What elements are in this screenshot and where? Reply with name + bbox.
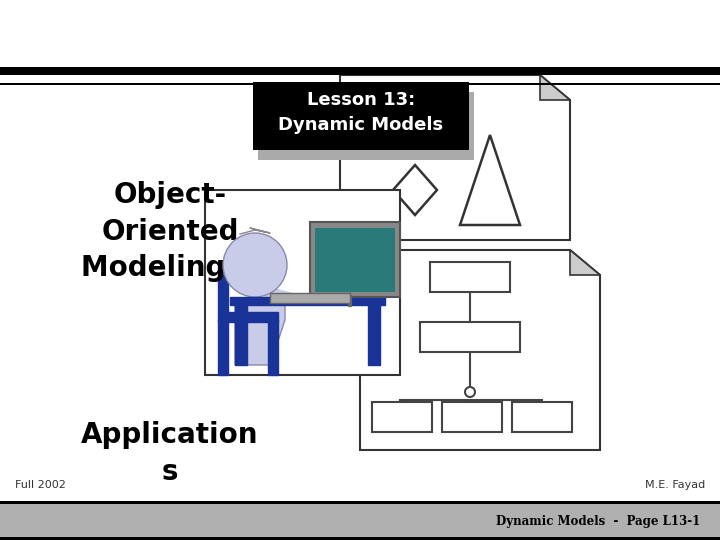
FancyBboxPatch shape <box>258 92 474 160</box>
Bar <box>0 83 720 85</box>
Bar <box>218 312 278 322</box>
Polygon shape <box>393 165 437 215</box>
Polygon shape <box>460 135 520 225</box>
Text: Dynamic Models  -  Page L13-1: Dynamic Models - Page L13-1 <box>496 516 700 529</box>
Bar <box>0 501 720 504</box>
Polygon shape <box>235 300 285 365</box>
Bar <box>268 320 278 375</box>
Text: Dynamic Models: Dynamic Models <box>279 116 444 134</box>
Bar <box>442 402 502 432</box>
Bar <box>205 190 400 375</box>
Bar <box>310 222 400 297</box>
Polygon shape <box>340 75 570 240</box>
Circle shape <box>387 97 443 153</box>
Text: M.E. Fayad: M.E. Fayad <box>644 480 705 490</box>
Text: Application: Application <box>81 421 258 449</box>
Polygon shape <box>360 250 600 450</box>
Bar <box>420 322 520 352</box>
Text: Full 2002: Full 2002 <box>15 480 66 490</box>
Bar <box>315 228 395 292</box>
Bar <box>0 502 720 540</box>
Bar <box>218 320 228 375</box>
Bar <box>235 305 247 365</box>
Text: Lesson 13:: Lesson 13: <box>307 91 415 109</box>
Bar <box>0 67 720 75</box>
Circle shape <box>223 233 287 297</box>
Bar <box>430 262 510 292</box>
Circle shape <box>465 387 475 397</box>
Text: Modeling &: Modeling & <box>81 254 259 282</box>
Bar <box>218 267 228 312</box>
Bar <box>368 305 380 365</box>
Text: s: s <box>162 458 179 486</box>
Polygon shape <box>540 75 570 100</box>
Bar <box>372 402 432 432</box>
Text: Oriented: Oriented <box>102 218 239 246</box>
Bar <box>512 402 572 432</box>
Polygon shape <box>570 250 600 275</box>
Bar <box>0 537 720 540</box>
Bar <box>230 297 385 305</box>
FancyBboxPatch shape <box>253 82 469 150</box>
Bar <box>270 293 350 303</box>
Text: Object-: Object- <box>114 181 227 209</box>
